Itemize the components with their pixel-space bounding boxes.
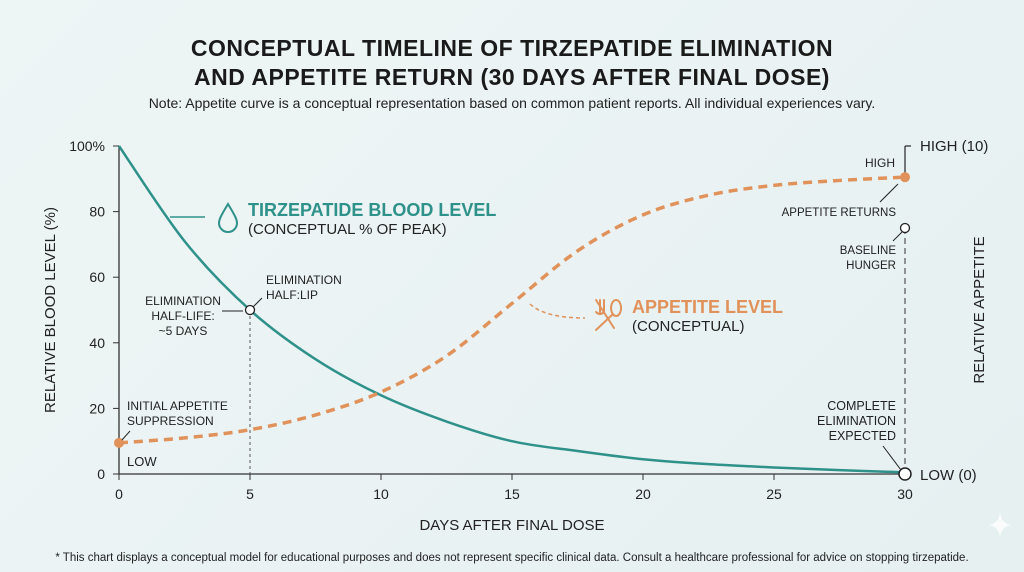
y2-tick-label-low: LOW (0) bbox=[920, 467, 977, 484]
y-axis-label: RELATIVE BLOOD LEVEL (%) bbox=[42, 207, 59, 413]
half-life-left-label: ~5 DAYS bbox=[159, 324, 208, 338]
y-tick-label: 0 bbox=[97, 466, 105, 482]
x-axis-label: DAYS AFTER FINAL DOSE bbox=[419, 517, 604, 534]
y2-tick-label-high: HIGH (10) bbox=[920, 138, 988, 155]
complete-elimination-label: ELIMINATION bbox=[817, 414, 896, 428]
appetite-returns-leader bbox=[879, 183, 899, 203]
baseline-hunger-label: BASELINE bbox=[840, 245, 897, 257]
x-tick-label: 10 bbox=[373, 486, 389, 502]
blood-legend-title: TIRZEPATIDE BLOOD LEVEL bbox=[248, 200, 496, 220]
fork-spoon-icon bbox=[595, 299, 623, 331]
high-label: HIGH bbox=[865, 156, 895, 170]
complete-elimination-label: EXPECTED bbox=[829, 429, 896, 443]
complete-elimination-label: COMPLETE bbox=[827, 399, 896, 413]
x-tick-label: 25 bbox=[766, 486, 782, 502]
x-tick-label: 15 bbox=[504, 486, 520, 502]
half-life-marker bbox=[244, 304, 256, 316]
baseline-hunger-label: HUNGER bbox=[846, 260, 896, 272]
baseline-marker bbox=[899, 222, 911, 234]
initial-suppression-label: SUPPRESSION bbox=[127, 414, 214, 428]
appetite-legend-title: APPETITE LEVEL bbox=[632, 297, 783, 317]
y2-axis-label: RELATIVE APPETITE bbox=[971, 236, 988, 383]
y-tick-label: 60 bbox=[89, 269, 105, 285]
appetite-legend-leader bbox=[529, 303, 586, 319]
initial-suppression-leader bbox=[121, 430, 131, 441]
y-tick-label: 40 bbox=[89, 335, 105, 351]
low-label: LOW bbox=[127, 454, 157, 469]
blood-level-line bbox=[117, 145, 906, 474]
chart-title-line1: CONCEPTUAL TIMELINE OF TIRZEPATIDE ELIMI… bbox=[190, 35, 834, 61]
appetite-start-dot bbox=[114, 437, 124, 448]
footnote: * This chart displays a conceptual model… bbox=[55, 552, 969, 564]
elimination-marker bbox=[898, 467, 912, 481]
baseline-hunger-leader bbox=[892, 231, 903, 242]
appetite-returns-label: APPETITE RETURNS bbox=[782, 207, 897, 219]
chart-title-line2: AND APPETITE RETURN (30 DAYS AFTER FINAL… bbox=[194, 64, 830, 90]
half-life-right-label: HALF:LIP bbox=[266, 288, 318, 302]
y-tick-label: 20 bbox=[89, 400, 105, 416]
half-life-left-label: HALF-LIFE: bbox=[151, 309, 214, 323]
x-tick-label: 30 bbox=[897, 486, 913, 502]
initial-suppression-label: INITIAL APPETITE bbox=[127, 399, 228, 413]
chart-note: Note: Appetite curve is a conceptual rep… bbox=[148, 95, 876, 111]
x-tick-label: 20 bbox=[635, 486, 651, 502]
y-tick-label: 100% bbox=[69, 138, 105, 154]
half-life-left-label: ELIMINATION bbox=[145, 294, 221, 308]
droplet-icon bbox=[217, 202, 239, 233]
complete-elimination-leader bbox=[882, 445, 902, 471]
half-life-right-label: ELIMINATION bbox=[266, 273, 342, 287]
x-tick-label: 5 bbox=[246, 486, 254, 502]
sparkle-icon bbox=[988, 512, 1012, 538]
appetite-end-dot bbox=[900, 172, 910, 183]
appetite-legend-sub: (CONCEPTUAL) bbox=[632, 318, 745, 335]
y-tick-label: 80 bbox=[89, 204, 105, 220]
blood-legend-sub: (CONCEPTUAL % OF PEAK) bbox=[248, 221, 447, 238]
x-tick-label: 0 bbox=[115, 486, 123, 502]
half-life-right-leader bbox=[252, 297, 263, 308]
